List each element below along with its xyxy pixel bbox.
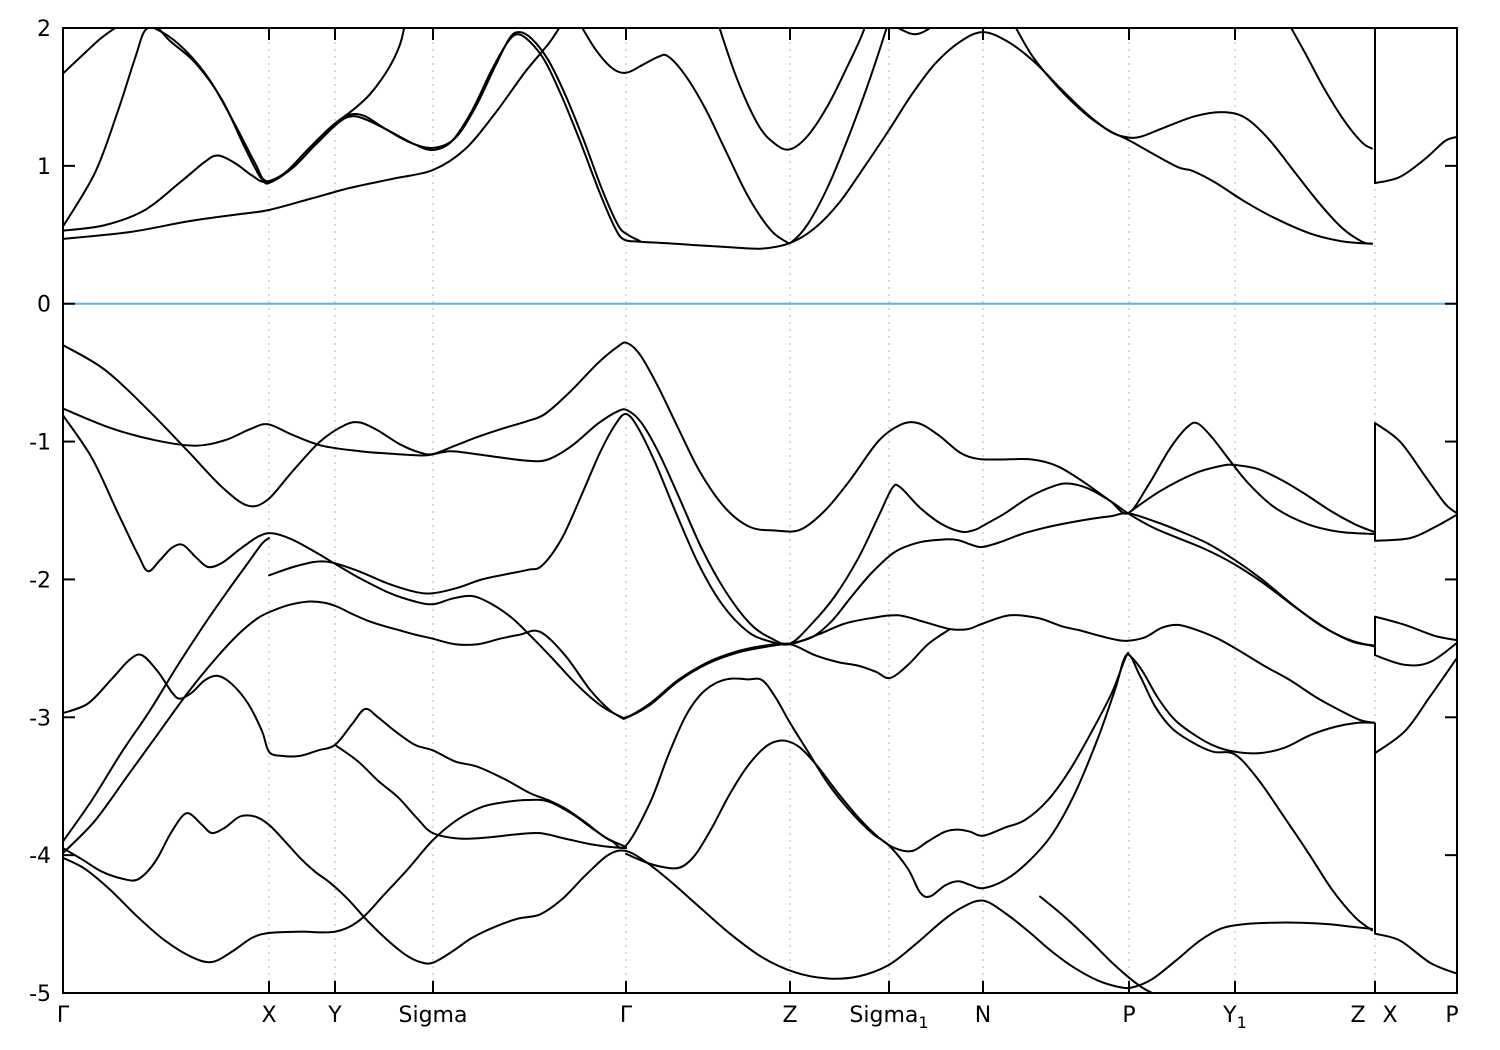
band-curve-val-lambda2 — [625, 652, 1375, 870]
y-tick-label: -3 — [29, 706, 51, 731]
band-curve-val-bottom-long — [63, 812, 1373, 990]
symmetry-point-label: P — [1122, 1003, 1135, 1028]
band-curve-cond-v-at-z — [718, 28, 866, 151]
band-curve-val-wiggle-19 — [63, 414, 951, 719]
band-curve-cond-steep-left — [63, 28, 406, 228]
band-curve-val-low-epic — [63, 653, 1373, 964]
band-curve-right-r7 — [1374, 932, 1457, 975]
y-tick-label: 2 — [37, 17, 51, 42]
band-curve-cond-low-crest-long — [63, 31, 1373, 250]
y-tick-label: 1 — [37, 155, 51, 180]
y-tick-label: 0 — [37, 293, 51, 318]
symmetry-point-label: N — [975, 1003, 991, 1028]
band-curve-val-riser2 — [63, 600, 434, 855]
symmetry-point-label: Sigma1 — [849, 1003, 928, 1032]
band-curve-cond-crest-sigma1 — [895, 28, 932, 36]
symmetry-point-label: Y1 — [1222, 1003, 1247, 1032]
band-curve-cond-thin-crest-left — [63, 28, 118, 75]
band-curve-right-r6 — [1374, 657, 1457, 755]
symmetry-point-label: Z — [782, 1003, 797, 1028]
band-curve-cond-steep-to-break — [1290, 28, 1373, 150]
band-curve-cond-upper-strand — [157, 28, 641, 242]
band-curve-right-r5 — [1374, 641, 1457, 667]
band-curve-val-second-weave — [63, 407, 1375, 647]
band-curve-val-p-y1-riser — [1127, 463, 1375, 533]
symmetry-point-label: Sigma — [399, 1003, 468, 1028]
band-curve-right-r2 — [1374, 422, 1457, 515]
band-curve-val-riser1 — [63, 537, 270, 843]
band-curve-cond-steep-n-p — [1014, 28, 1373, 245]
symmetry-point-label: Y — [327, 1003, 342, 1028]
band-curve-right-r1 — [1374, 135, 1457, 185]
plot-border — [62, 27, 1458, 994]
bands-group — [63, 28, 1457, 993]
symmetry-point-label: Z — [1350, 1003, 1365, 1028]
band-curve-val-top-weave — [63, 341, 1375, 535]
symmetry-point-label: Γ — [57, 1003, 70, 1028]
band-curve-cond-gentle-riser — [63, 28, 561, 240]
band-curve-right-r3 — [1374, 513, 1457, 542]
symmetry-point-label: P — [1445, 1003, 1458, 1028]
y-tick-label: -1 — [29, 431, 51, 456]
symmetry-point-label: Γ — [620, 1003, 633, 1028]
y-tick-label: -4 — [29, 844, 51, 869]
band-curve-val-flat3-partner — [432, 629, 789, 720]
band-curve-val-gamma-doublet — [268, 412, 1375, 724]
y-tick-label: -5 — [29, 982, 51, 1007]
band-curve-val-y-descender — [334, 743, 627, 850]
symmetry-point-label: X — [261, 1003, 276, 1028]
band-curve-val-z-to-p-shallow — [789, 512, 1375, 648]
y-tick-label: -2 — [29, 568, 51, 593]
band-curve-right-r4 — [1374, 615, 1457, 642]
band-curve-val-297-wiggle — [63, 653, 627, 848]
band-curve-val-p-cross-dive — [1039, 895, 1155, 993]
band-curve-cond-w-gamma-z — [581, 28, 888, 245]
symmetry-point-label: X — [1382, 1003, 1397, 1028]
